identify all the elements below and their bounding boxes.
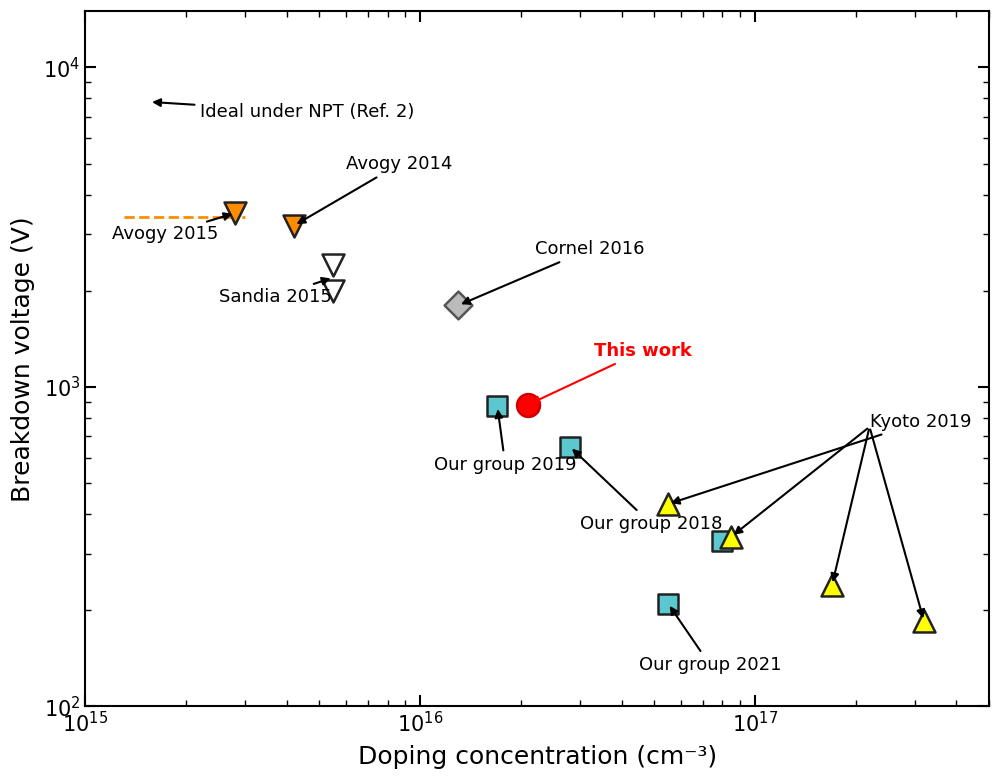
Y-axis label: Breakdown voltage (V): Breakdown voltage (V): [11, 216, 35, 502]
Text: Our group 2021: Our group 2021: [639, 608, 781, 674]
Text: Avogy 2015: Avogy 2015: [112, 213, 230, 243]
Text: Our group 2019: Our group 2019: [434, 411, 577, 474]
Point: [286, 219, 302, 232]
Point: [723, 530, 739, 543]
Point: [562, 441, 578, 453]
Point: [489, 400, 505, 413]
Text: This work: This work: [533, 342, 692, 402]
Point: [520, 399, 536, 411]
Text: Cornel 2016: Cornel 2016: [463, 240, 644, 303]
Point: [227, 207, 243, 219]
Point: [824, 579, 840, 591]
Point: [660, 597, 676, 610]
Text: Our group 2018: Our group 2018: [574, 450, 722, 533]
Text: Kyoto 2019: Kyoto 2019: [673, 413, 971, 504]
Point: [450, 299, 466, 311]
Point: [660, 498, 676, 510]
Point: [916, 615, 932, 627]
Point: [714, 534, 730, 547]
Point: [325, 285, 341, 297]
Text: Avogy 2014: Avogy 2014: [299, 155, 452, 223]
Text: Ideal under NPT (Ref. 2): Ideal under NPT (Ref. 2): [154, 99, 414, 121]
Text: Sandia 2015: Sandia 2015: [219, 278, 332, 306]
X-axis label: Doping concentration (cm⁻³): Doping concentration (cm⁻³): [358, 745, 717, 769]
Point: [325, 259, 341, 271]
